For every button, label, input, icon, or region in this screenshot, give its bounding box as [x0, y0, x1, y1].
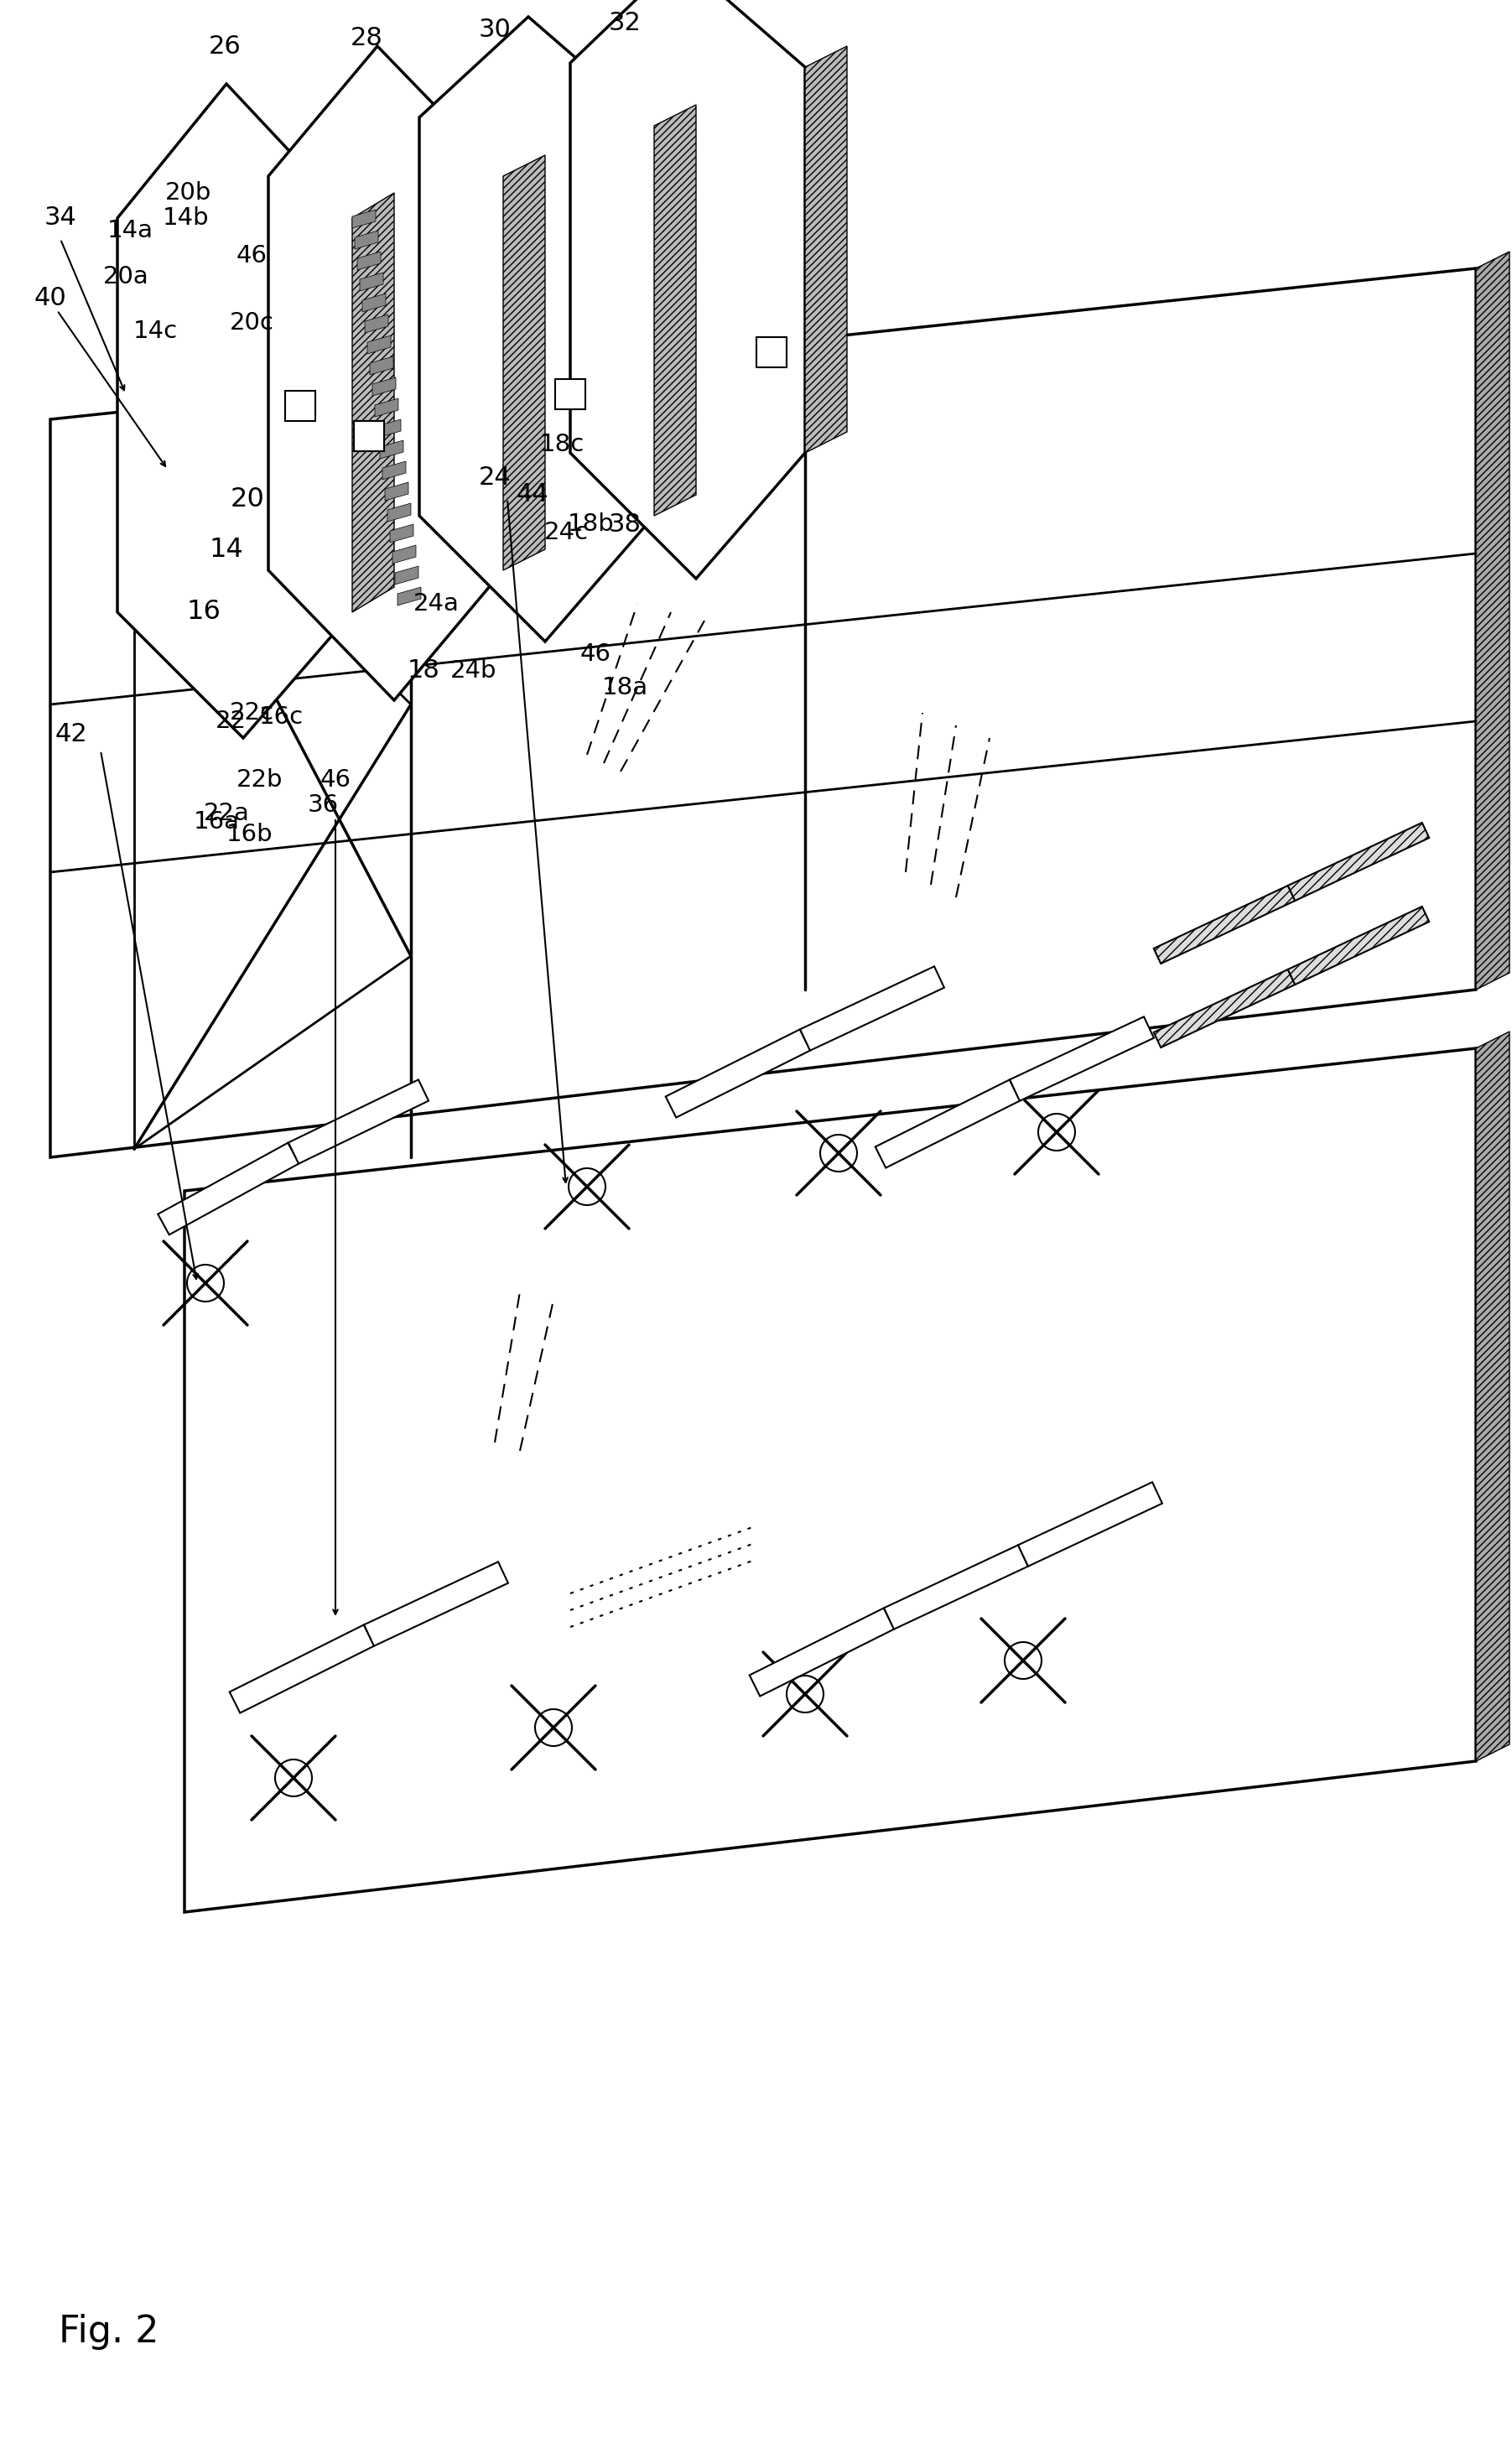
Text: 18c: 18c: [540, 433, 584, 455]
Text: 24c: 24c: [544, 521, 588, 543]
Text: 16a: 16a: [194, 810, 239, 835]
Polygon shape: [419, 17, 655, 641]
Text: Fig. 2: Fig. 2: [59, 2313, 159, 2350]
Polygon shape: [367, 335, 390, 355]
Polygon shape: [352, 211, 375, 228]
Text: 22a: 22a: [204, 803, 249, 825]
Text: 22c: 22c: [230, 700, 274, 725]
Polygon shape: [398, 588, 420, 605]
Polygon shape: [1154, 886, 1294, 965]
Polygon shape: [184, 1048, 1476, 1912]
Polygon shape: [1018, 1481, 1163, 1567]
Polygon shape: [1288, 906, 1429, 984]
Text: 42: 42: [54, 722, 88, 747]
Polygon shape: [387, 504, 411, 521]
Polygon shape: [357, 252, 381, 269]
Polygon shape: [289, 1080, 428, 1163]
Text: 14c: 14c: [133, 321, 177, 343]
Text: 16c: 16c: [259, 705, 304, 730]
Text: 24b: 24b: [451, 659, 497, 683]
Polygon shape: [875, 1080, 1021, 1168]
Polygon shape: [363, 294, 386, 311]
Polygon shape: [364, 313, 389, 333]
Polygon shape: [570, 0, 804, 578]
Polygon shape: [1476, 1031, 1509, 1760]
Polygon shape: [756, 338, 786, 367]
Text: 20: 20: [230, 487, 265, 512]
Polygon shape: [354, 421, 384, 450]
Polygon shape: [286, 392, 316, 421]
Text: 14: 14: [209, 536, 243, 563]
Polygon shape: [372, 377, 396, 397]
Polygon shape: [665, 1031, 810, 1116]
Polygon shape: [1476, 252, 1509, 989]
Polygon shape: [268, 47, 503, 700]
Polygon shape: [157, 1143, 299, 1234]
Text: 38: 38: [608, 512, 641, 536]
Polygon shape: [655, 105, 696, 517]
Text: 22: 22: [215, 710, 246, 732]
Polygon shape: [750, 1608, 894, 1696]
Polygon shape: [380, 441, 404, 458]
Polygon shape: [386, 482, 408, 502]
Text: 44: 44: [516, 482, 549, 507]
Text: 16: 16: [186, 600, 221, 624]
Text: 14a: 14a: [107, 218, 153, 242]
Text: 24a: 24a: [413, 592, 460, 614]
Text: 20c: 20c: [230, 311, 274, 335]
Text: 46: 46: [236, 245, 268, 267]
Text: 22b: 22b: [237, 769, 283, 791]
Polygon shape: [370, 357, 393, 375]
Text: 32: 32: [608, 12, 641, 37]
Text: 14b: 14b: [163, 206, 210, 230]
Polygon shape: [383, 460, 405, 480]
Polygon shape: [375, 399, 398, 416]
Polygon shape: [352, 193, 395, 612]
Text: 30: 30: [478, 17, 511, 42]
Text: 26: 26: [209, 34, 240, 59]
Polygon shape: [50, 269, 1476, 1158]
Text: 18: 18: [407, 659, 440, 683]
Polygon shape: [118, 83, 352, 737]
Polygon shape: [885, 1545, 1028, 1630]
Text: 46: 46: [321, 769, 351, 791]
Polygon shape: [1288, 823, 1429, 901]
Polygon shape: [800, 967, 943, 1050]
Text: 18b: 18b: [569, 512, 614, 536]
Polygon shape: [1154, 969, 1294, 1048]
Text: 24: 24: [478, 465, 511, 490]
Text: 36: 36: [307, 793, 339, 818]
Polygon shape: [378, 419, 401, 438]
Polygon shape: [230, 1625, 375, 1714]
Polygon shape: [395, 565, 419, 585]
Polygon shape: [555, 379, 585, 409]
Text: 34: 34: [44, 206, 77, 230]
Polygon shape: [1010, 1016, 1154, 1102]
Text: 20b: 20b: [165, 181, 212, 206]
Polygon shape: [364, 1562, 508, 1645]
Text: 16b: 16b: [227, 823, 274, 847]
Polygon shape: [360, 272, 383, 291]
Text: 46: 46: [581, 641, 611, 666]
Text: 40: 40: [35, 286, 67, 311]
Polygon shape: [390, 524, 413, 543]
Text: 28: 28: [351, 24, 383, 49]
Polygon shape: [804, 47, 847, 453]
Polygon shape: [355, 230, 378, 250]
Text: 20a: 20a: [103, 264, 148, 289]
Polygon shape: [393, 546, 416, 563]
Text: 18a: 18a: [602, 676, 647, 700]
Polygon shape: [503, 154, 546, 570]
